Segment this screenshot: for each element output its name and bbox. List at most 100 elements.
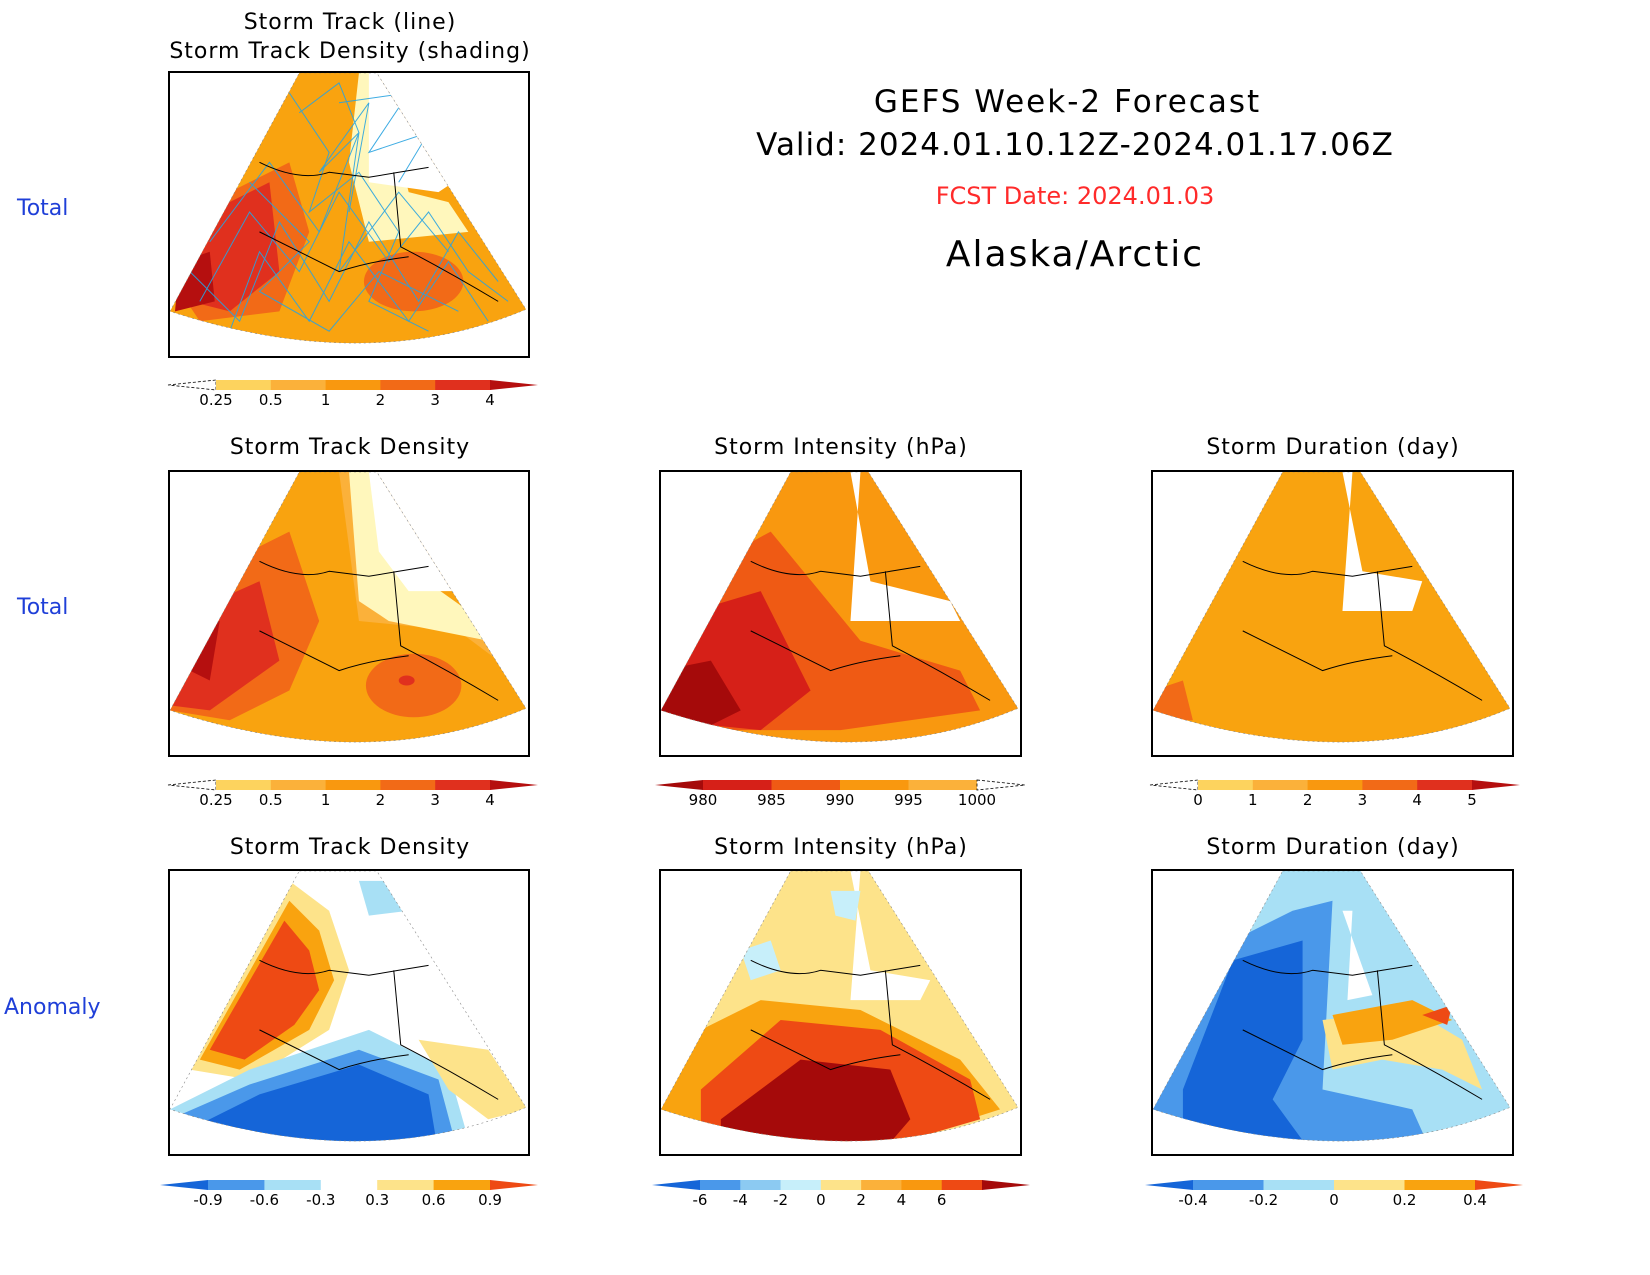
colorbar-intensity-total: 980 985 990 995 1000 <box>655 779 1026 814</box>
colorbar-high-end <box>1472 780 1520 790</box>
colorbar-segment <box>377 1180 435 1190</box>
colorbar-tick-label: 4 <box>485 391 495 409</box>
map-intensity-anom <box>659 869 1022 1156</box>
colorbar-segment <box>435 780 491 790</box>
colorbar-segment <box>771 780 841 790</box>
colorbar-tick-label: 1 <box>1248 791 1258 809</box>
colorbar-graphic <box>1145 1180 1523 1190</box>
colorbar-segment <box>216 380 272 390</box>
colorbar-tick-label: 0 <box>1329 1191 1339 1209</box>
colorbar-tick-label: 4 <box>1412 791 1422 809</box>
colorbar-tick-label: 3 <box>1357 791 1368 809</box>
colorbar-tick-label: 0.4 <box>1463 1191 1487 1209</box>
colorbar-tick-label: 2 <box>375 791 386 809</box>
colorbar-segment <box>320 1180 378 1190</box>
colorbar-graphic <box>655 779 1026 791</box>
colorbar-graphic <box>167 779 538 791</box>
colorbar-segment <box>433 1180 491 1190</box>
colorbar-segment <box>208 1180 265 1190</box>
forecast-title: GEFS Week-2 Forecast <box>873 84 1262 120</box>
panel-title-track-shading: Storm Track Density (shading) <box>169 39 531 64</box>
colorbar-high-end <box>982 1180 1030 1190</box>
valid-range: Valid: 2024.01.10.12Z-2024.01.17.06Z <box>756 127 1394 163</box>
colorbar-segment <box>1263 1180 1335 1190</box>
colorbar-segment <box>380 780 436 790</box>
colorbar-tick-label: -0.4 <box>1178 1191 1208 1209</box>
colorbar-graphic <box>160 1180 538 1190</box>
colorbar-tick-label: 0 <box>1193 791 1203 809</box>
colorbar-segment <box>270 380 327 390</box>
colorbar-high-end <box>1475 1180 1523 1190</box>
colorbar-low-end <box>1145 1180 1193 1190</box>
colorbar-segment <box>908 780 978 790</box>
colorbar-low-end <box>1149 779 1199 791</box>
colorbar-graphic <box>652 1180 1030 1190</box>
colorbar-tick-label: 4 <box>485 791 495 809</box>
colorbar-segment <box>1417 780 1473 790</box>
colorbar-segment <box>435 380 491 390</box>
colorbar-tick-label: -0.2 <box>1248 1191 1279 1209</box>
colorbar-tick-label: 3 <box>430 791 440 809</box>
colorbar-high-end <box>976 779 1026 791</box>
colorbar-tick-label: 0.9 <box>478 1191 502 1209</box>
colorbar-density-total: 0.25 0.5 1 2 3 4 <box>167 779 538 814</box>
colorbar-segment <box>1362 780 1418 790</box>
colorbar-tick-label: 985 <box>757 791 786 809</box>
colorbar-segment <box>840 780 909 790</box>
colorbar-tick-label: 6 <box>936 1191 947 1209</box>
colorbar-segment <box>380 380 436 390</box>
panel-title-intensity-anom: Storm Intensity (hPa) <box>714 835 968 860</box>
colorbar-graphic <box>1149 779 1520 791</box>
colorbar-segment <box>820 1180 862 1190</box>
colorbar-segment <box>1193 1180 1264 1190</box>
colorbar-tick-label: 990 <box>825 791 855 809</box>
colorbar-tick-label: 3 <box>430 391 440 409</box>
colorbar-density-top: 0.25 0.5 1 2 3 4 <box>167 379 538 414</box>
colorbar-tick-label: 0 <box>816 1191 826 1209</box>
colorbar-segment <box>264 1180 322 1190</box>
colorbar-high-end <box>490 1180 538 1190</box>
colorbar-tick-label: 1 <box>320 391 331 409</box>
colorbar-intensity-anom: -6 -4 -2 0 2 4 6 <box>652 1180 1030 1214</box>
colorbar-low-end <box>655 780 703 790</box>
colorbar-segment <box>1404 1180 1476 1190</box>
colorbar-tick-label: 0.3 <box>365 1191 390 1209</box>
map-intensity-total <box>659 470 1022 757</box>
colorbar-tick-label: 0.6 <box>421 1191 446 1209</box>
colorbar-graphic <box>167 379 538 391</box>
colorbar-tick-label: 0.5 <box>258 791 283 809</box>
colorbar-segment <box>325 380 381 390</box>
colorbar-tick-label: 980 <box>688 791 718 809</box>
colorbar-segment <box>270 780 327 790</box>
colorbar-density-anom: -0.9 -0.6 -0.3 0.3 0.6 0.9 <box>160 1180 538 1214</box>
map-duration-anom <box>1151 869 1514 1156</box>
colorbar-tick-label: 1000 <box>957 791 997 809</box>
colorbar-tick-label: 995 <box>894 791 923 809</box>
colorbar-tick-label: -0.9 <box>193 1191 223 1209</box>
colorbar-tick-label: -0.3 <box>306 1191 336 1209</box>
colorbar-segment <box>1334 1180 1405 1190</box>
panel-title-duration-anom: Storm Duration (day) <box>1206 835 1460 860</box>
colorbar-tick-label: 2 <box>375 391 386 409</box>
colorbar-segment <box>325 780 381 790</box>
colorbar-segment <box>901 1180 943 1190</box>
colorbar-duration-anom: -0.4 -0.2 0 0.2 0.4 <box>1145 1180 1523 1214</box>
map-duration-total <box>1151 470 1514 757</box>
colorbar-segment <box>1307 780 1363 790</box>
row-label-anomaly: Anomaly <box>4 995 101 1020</box>
colorbar-tick-label: 0.2 <box>1392 1191 1417 1209</box>
colorbar-tick-label: 0.25 <box>199 791 233 809</box>
colorbar-duration-total: 0 1 2 3 4 5 <box>1149 779 1520 814</box>
colorbar-segment <box>1198 780 1254 790</box>
colorbar-low-end <box>160 1180 208 1190</box>
colorbar-tick-label: 2 <box>856 1191 866 1209</box>
colorbar-segment <box>700 1180 741 1190</box>
map-track-line <box>168 71 530 358</box>
colorbar-tick-label: -4 <box>732 1191 748 1209</box>
row-label-total-2: Total <box>17 595 69 620</box>
colorbar-segment <box>740 1180 782 1190</box>
colorbar-segment <box>780 1180 822 1190</box>
panel-title-track-line: Storm Track (line) <box>243 10 457 35</box>
colorbar-low-end <box>652 1180 700 1190</box>
colorbar-tick-label: 1 <box>320 791 331 809</box>
